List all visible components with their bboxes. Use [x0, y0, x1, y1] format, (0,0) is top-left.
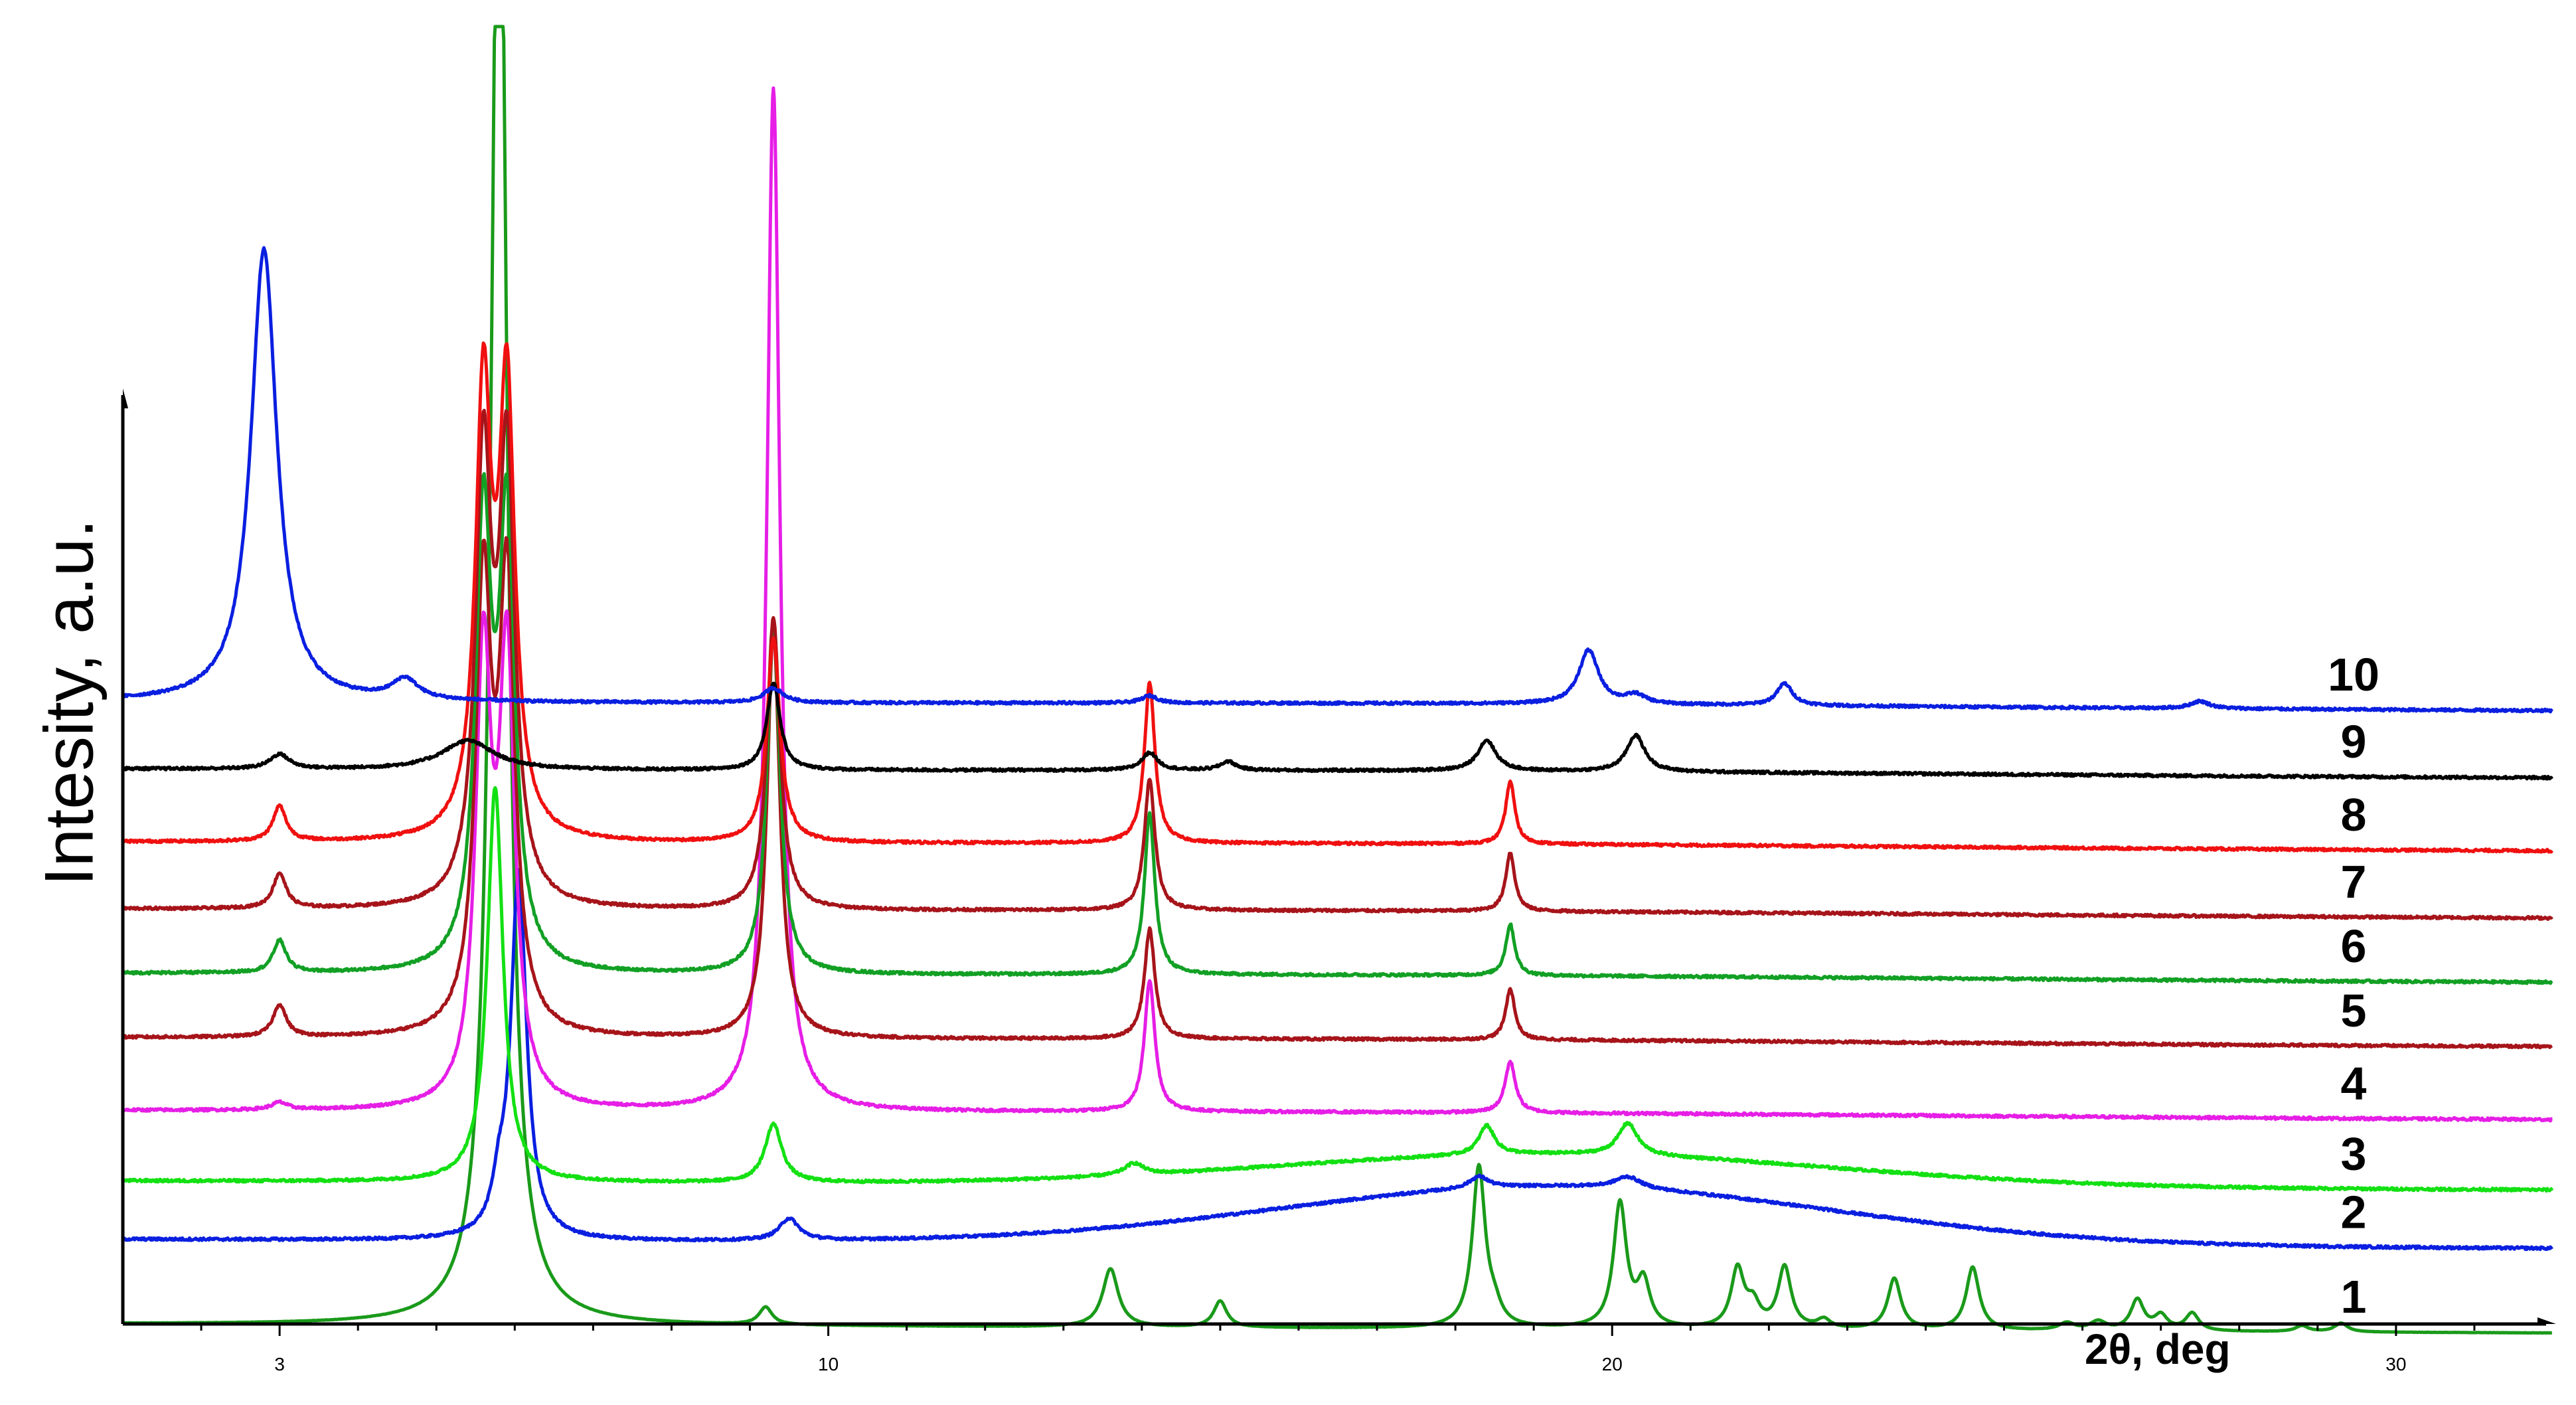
- series-layer: [121, 25, 2554, 1335]
- x-axis-label: 2θ, deg: [2085, 1325, 2231, 1373]
- series-8-line: [121, 341, 2553, 854]
- curve-labels: 1 2 3 4 5 6 7 8 9 10: [2328, 649, 2379, 1323]
- x-tick-label: 20: [1602, 1354, 1623, 1374]
- series-3-label: 3: [2341, 1127, 2367, 1179]
- series-1-label: 1: [2341, 1271, 2367, 1323]
- series-10-label: 10: [2328, 649, 2379, 701]
- series-1-line: [121, 25, 2553, 1335]
- series-7-line: [121, 408, 2553, 921]
- x-tick-label: 30: [2385, 1354, 2406, 1374]
- series-5-label: 5: [2341, 985, 2367, 1036]
- x-tick-label: 10: [818, 1354, 839, 1374]
- series-8-label: 8: [2341, 789, 2367, 841]
- series-4-label: 4: [2341, 1058, 2367, 1110]
- series-2-line: [121, 868, 2553, 1252]
- series-3-line: [121, 785, 2554, 1193]
- series-6-line: [121, 472, 2553, 985]
- x-axis-arrow: [2537, 1317, 2556, 1324]
- series-7-label: 7: [2341, 856, 2367, 908]
- series-4-line: [121, 86, 2553, 1123]
- series-2-label: 2: [2341, 1186, 2367, 1238]
- x-tick-label: 3: [274, 1354, 285, 1374]
- series-6-label: 6: [2341, 920, 2367, 972]
- ticks-layer: 3 10 20 30: [200, 1324, 2476, 1374]
- series-9-label: 9: [2341, 716, 2367, 768]
- y-axis-arrow: [123, 388, 128, 408]
- series-5-line: [121, 536, 2553, 1050]
- series-10-line: [121, 246, 2553, 714]
- y-axis-label: Intesity, a.u.: [31, 519, 108, 886]
- series-9-line: [121, 681, 2553, 781]
- axes-layer: [121, 388, 2556, 1326]
